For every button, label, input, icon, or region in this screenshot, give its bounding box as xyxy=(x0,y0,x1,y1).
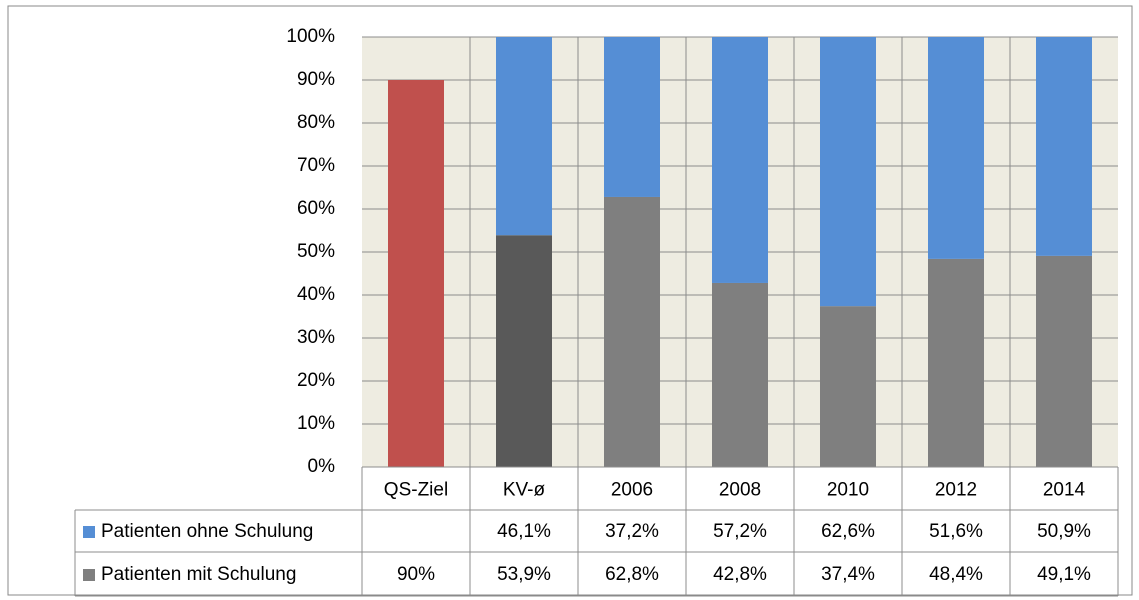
y-tick-label: 60% xyxy=(297,198,335,219)
bar-segment xyxy=(604,37,660,197)
x-tick-label: 2014 xyxy=(1043,480,1086,501)
bar-segment xyxy=(820,306,876,467)
bar-segment xyxy=(928,258,984,467)
x-tick-label: 2010 xyxy=(827,480,869,501)
x-tick-label: KV-ø xyxy=(503,480,546,501)
data-table-value: 62,8% xyxy=(605,564,659,585)
data-table-value: 57,2% xyxy=(713,521,767,542)
bar-segment xyxy=(496,37,552,236)
data-table-value: 48,4% xyxy=(929,564,983,585)
y-tick-label: 100% xyxy=(286,26,335,47)
bar-segment xyxy=(712,37,768,283)
data-table-value: 53,9% xyxy=(497,564,551,585)
y-tick-label: 40% xyxy=(297,284,335,305)
bar-segment xyxy=(820,37,876,307)
y-tick-label: 10% xyxy=(297,413,335,434)
y-tick-label: 0% xyxy=(308,456,336,477)
bar-segment xyxy=(928,37,984,259)
data-table-value: 42,8% xyxy=(713,564,767,585)
data-table-value: 51,6% xyxy=(929,521,983,542)
data-table-value: 50,9% xyxy=(1037,521,1091,542)
y-tick-label: 90% xyxy=(297,69,335,90)
bar-segment xyxy=(1036,37,1092,256)
y-tick-label: 50% xyxy=(297,241,335,262)
y-tick-label: 80% xyxy=(297,112,335,133)
data-table-value: 62,6% xyxy=(821,521,875,542)
data-table-value: 37,4% xyxy=(821,564,875,585)
bar-segment xyxy=(712,282,768,467)
x-tick-label: 2006 xyxy=(611,480,653,501)
data-table-value: 49,1% xyxy=(1037,564,1091,585)
bar-segment xyxy=(1036,255,1092,467)
data-table-value: 46,1% xyxy=(497,521,551,542)
bar-segment xyxy=(388,80,444,467)
bar-segment xyxy=(604,196,660,467)
x-tick-label: 2008 xyxy=(719,480,761,501)
x-tick-label: QS-Ziel xyxy=(384,480,448,501)
legend-swatch xyxy=(83,569,95,581)
legend-label: Patienten ohne Schulung xyxy=(101,521,313,542)
y-tick-label: 20% xyxy=(297,370,335,391)
x-tick-label: 2012 xyxy=(935,480,977,501)
legend-label: Patienten mit Schulung xyxy=(101,564,296,585)
y-tick-label: 70% xyxy=(297,155,335,176)
legend-swatch xyxy=(83,526,95,538)
bar-segment xyxy=(496,235,552,467)
data-table-value: 37,2% xyxy=(605,521,659,542)
data-table-value: 90% xyxy=(397,564,435,585)
y-tick-label: 30% xyxy=(297,327,335,348)
